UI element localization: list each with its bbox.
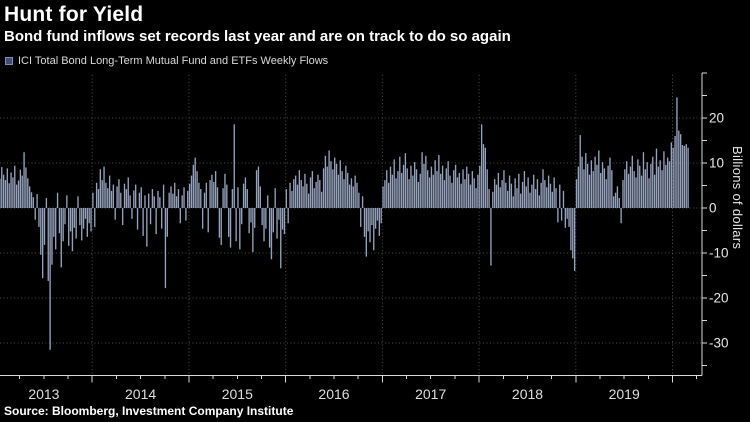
legend-label: ICI Total Bond Long-Term Mutual Fund and… <box>18 55 329 67</box>
source-line: Source: Bloomberg, Investment Company In… <box>4 404 294 418</box>
chart-subtitle: Bond fund inflows set records last year … <box>4 28 511 45</box>
legend-swatch-icon <box>5 57 13 65</box>
svg-text:2019: 2019 <box>609 386 640 402</box>
svg-text:-10: -10 <box>709 246 729 261</box>
svg-text:20: 20 <box>709 111 724 126</box>
svg-text:-30: -30 <box>709 336 729 351</box>
svg-text:2018: 2018 <box>512 386 543 402</box>
svg-text:2017: 2017 <box>415 386 446 402</box>
svg-text:2015: 2015 <box>222 386 253 402</box>
svg-text:-20: -20 <box>709 291 729 306</box>
legend: ICI Total Bond Long-Term Mutual Fund and… <box>5 55 328 67</box>
y-axis-title: Billions of dollars <box>730 146 745 250</box>
page-title: Hunt for Yield <box>4 3 144 26</box>
svg-text:2013: 2013 <box>28 386 59 402</box>
svg-text:10: 10 <box>709 156 724 171</box>
svg-text:2014: 2014 <box>125 386 156 402</box>
svg-text:0: 0 <box>709 201 717 216</box>
svg-text:2016: 2016 <box>318 386 349 402</box>
